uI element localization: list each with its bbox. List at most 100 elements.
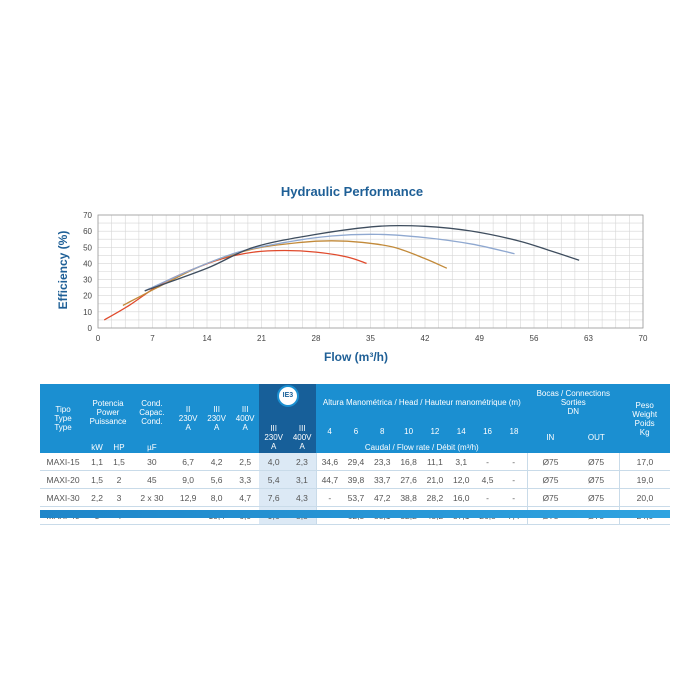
plot-frame <box>97 214 644 329</box>
y-tick-label: 0 <box>88 324 93 333</box>
flow-cell: 33,7 <box>369 470 396 489</box>
header-type: Tipo Type Type <box>40 384 87 453</box>
header-head-value: 16 <box>474 421 501 441</box>
header-current-ii-230: II 230V A <box>173 384 203 453</box>
header-connections: Bocas / Connections Sorties DN <box>527 384 620 421</box>
y-tick-label: 20 <box>83 292 92 301</box>
flow-cell: - <box>474 488 501 507</box>
y-tick-label: 30 <box>83 276 92 285</box>
x-tick-label: 28 <box>312 334 321 343</box>
flow-cell: 47,2 <box>369 488 396 507</box>
flow-cell: - <box>500 453 528 471</box>
header-in: IN <box>527 421 574 453</box>
table-footer-bar <box>40 510 670 518</box>
flow-cell: 23,3 <box>369 453 396 471</box>
header-flow-rate: Caudal / Flow rate / Débit (m³/h) <box>316 441 528 453</box>
flow-cell: 4,5 <box>474 470 501 489</box>
model-cell: MAXI-30 <box>40 488 87 507</box>
header-head-value: 4 <box>316 421 343 441</box>
x-axis-ticks: 0 7 14 21 28 35 42 49 56 63 70 <box>96 334 648 343</box>
x-tick-label: 35 <box>366 334 375 343</box>
header-out: OUT <box>573 421 620 453</box>
header-head-value: 10 <box>395 421 422 441</box>
x-tick-label: 70 <box>639 334 648 343</box>
y-tick-label: 10 <box>83 308 92 317</box>
y-tick-label: 50 <box>83 243 92 252</box>
header-uf: µF <box>129 441 174 453</box>
x-tick-label: 56 <box>530 334 539 343</box>
chart-grid <box>97 214 644 329</box>
x-tick-label: 49 <box>475 334 484 343</box>
flow-cell: 38,8 <box>395 488 422 507</box>
inlet-cell: Ø75 <box>526 488 574 507</box>
header-ie3-400: III 400V A <box>287 421 317 453</box>
flow-cell: - <box>500 470 528 489</box>
capacitor-cell: 30 <box>129 453 174 471</box>
flow-cell: 53,7 <box>342 488 370 507</box>
hp-cell: 3 <box>108 488 130 507</box>
outlet-cell: Ø75 <box>573 488 620 507</box>
header-head-value: 6 <box>342 421 370 441</box>
pump-spec-table: Tipo Type Type Potencia Power Puissance … <box>40 384 670 525</box>
flow-cell: 44,7 <box>315 470 343 489</box>
flow-cell: 12,0 <box>448 470 475 489</box>
header-head-value: 12 <box>421 421 449 441</box>
flow-cell: 21,0 <box>421 470 449 489</box>
model-cell: MAXI-15 <box>40 453 87 471</box>
hp-cell: 2 <box>108 470 130 489</box>
weight-cell: 17,0 <box>618 453 670 471</box>
efficiency-curve-line <box>144 224 580 292</box>
current-cell: 3,3 <box>230 470 260 489</box>
table-row: MAXI-20 1,5 2 45 9,0 5,6 3,3 5,4 3,1 44,7 39,8 33,7… <box>40 470 670 489</box>
ie3-current-cell: 4,3 <box>287 488 317 507</box>
header-head-value: 18 <box>500 421 528 441</box>
weight-cell: 19,0 <box>618 470 670 489</box>
header-power: Potencia Power Puissance <box>86 384 130 441</box>
flow-cell: 28,2 <box>421 488 449 507</box>
header-ie3-230: III 230V A <box>259 421 288 453</box>
y-tick-label: 60 <box>83 227 92 236</box>
current-cell: 6,7 <box>173 453 203 471</box>
flow-cell: - <box>315 488 343 507</box>
x-tick-label: 21 <box>257 334 266 343</box>
outlet-cell: Ø75 <box>573 470 620 489</box>
table-row: MAXI-15 1,1 1,5 30 6,7 4,2 2,5 4,0 2,3 34,6 29,4 23… <box>40 453 670 471</box>
x-axis-label: Flow (m³/h) <box>324 350 388 364</box>
ie3-current-cell: 2,3 <box>287 453 317 471</box>
inlet-cell: Ø75 <box>526 453 574 471</box>
header-head-value: 8 <box>369 421 396 441</box>
efficiency-curve-line <box>122 240 448 306</box>
kw-cell: 1,5 <box>86 470 109 489</box>
ie3-badge: IE3 <box>276 384 299 407</box>
y-tick-label: 40 <box>83 259 92 268</box>
flow-cell: 29,4 <box>342 453 370 471</box>
flow-cell: - <box>474 453 501 471</box>
header-ie3: IE3 <box>259 384 317 421</box>
flow-cell: 3,1 <box>448 453 475 471</box>
weight-cell: 20,0 <box>618 488 670 507</box>
flow-cell: 39,8 <box>342 470 370 489</box>
x-tick-label: 63 <box>584 334 593 343</box>
flow-cell: - <box>500 488 528 507</box>
flow-cell: 27,6 <box>395 470 422 489</box>
current-cell: 4,2 <box>202 453 231 471</box>
flow-cell: 11,1 <box>421 453 449 471</box>
header-capacitor: Cond. Capac. Cond. <box>129 384 174 441</box>
current-cell: 12,9 <box>173 488 203 507</box>
header-current-iii-230: III 230V A <box>202 384 231 453</box>
efficiency-curve-line <box>103 249 367 321</box>
kw-cell: 2,2 <box>86 488 109 507</box>
header-head-value: 14 <box>448 421 475 441</box>
hp-cell: 1,5 <box>108 453 130 471</box>
flow-cell: 34,6 <box>315 453 343 471</box>
y-axis-ticks: 0 10 20 30 40 50 60 70 <box>83 211 92 333</box>
current-cell: 5,6 <box>202 470 231 489</box>
outlet-cell: Ø75 <box>573 453 620 471</box>
flow-cell: 16,0 <box>448 488 475 507</box>
table-row: MAXI-30 2,2 3 2 x 30 12,9 8,0 4,7 7,6 4,3-53,7 47… <box>40 488 670 507</box>
ie3-current-cell: 4,0 <box>259 453 288 471</box>
ie3-current-cell: 5,4 <box>259 470 288 489</box>
flow-cell: 16,8 <box>395 453 422 471</box>
header-hp: HP <box>108 441 130 453</box>
x-tick-label: 0 <box>96 334 101 343</box>
